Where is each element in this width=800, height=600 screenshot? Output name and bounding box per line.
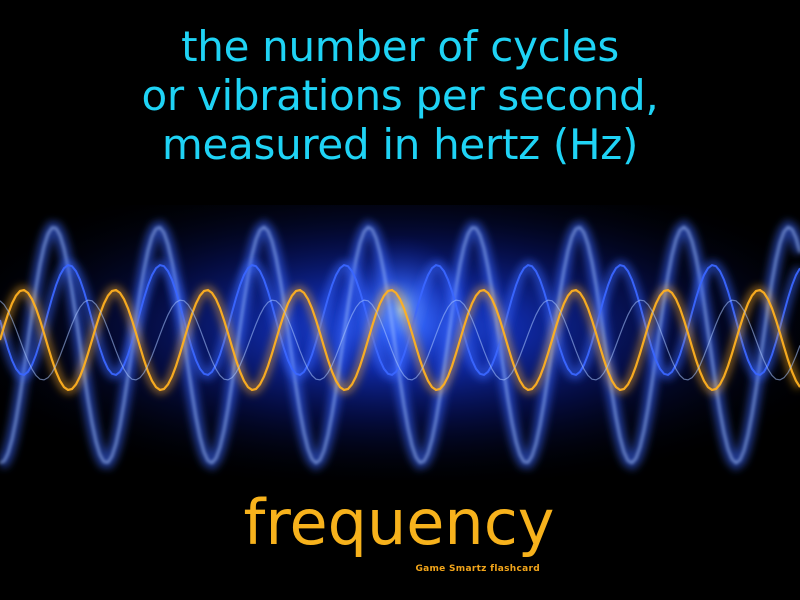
definition-line-2: or vibrations per second,	[141, 71, 659, 120]
term-banner	[207, 485, 591, 580]
term-title: frequency	[243, 486, 555, 559]
credit-text: Game Smartz flashcard	[415, 564, 540, 574]
wave-orange-line	[0, 288, 800, 392]
definition-line-3: measured in hertz (Hz)	[161, 120, 639, 169]
sine-waves-glow-icon	[0, 205, 800, 480]
definition-line-1: the number of cycles	[181, 22, 619, 71]
definition-text: the number of cycles or vibrations per s…	[0, 22, 800, 169]
wave-soft-line	[0, 299, 800, 381]
